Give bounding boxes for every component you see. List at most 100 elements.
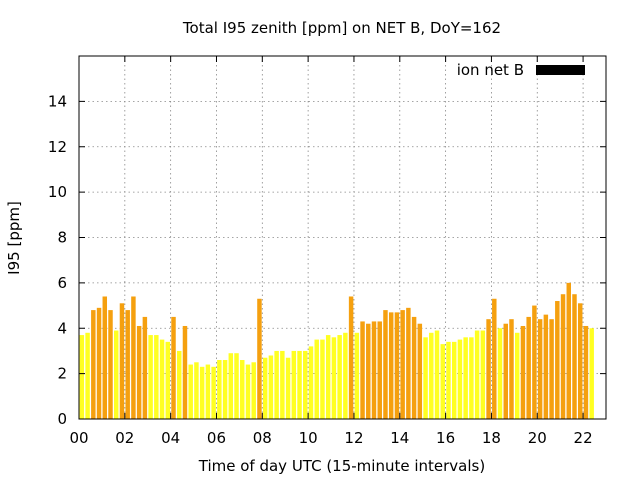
bar	[497, 328, 503, 419]
bar	[583, 325, 589, 419]
bar	[434, 330, 440, 419]
bar	[194, 362, 199, 419]
bar	[240, 360, 245, 419]
bar	[205, 364, 211, 419]
bar	[245, 364, 251, 419]
bar	[91, 310, 96, 419]
bar	[463, 337, 468, 419]
grid-lines	[79, 56, 606, 419]
bar	[102, 296, 108, 419]
bar	[114, 330, 119, 419]
bar	[125, 310, 130, 419]
y-axis-label: I95 [ppm]	[5, 201, 23, 275]
bar	[337, 335, 342, 419]
bar	[108, 310, 113, 419]
bar	[537, 319, 543, 419]
legend-label: ion net B	[457, 61, 524, 79]
x-tick-label: 02	[115, 429, 134, 447]
x-tick-label: 22	[574, 429, 593, 447]
bar	[423, 337, 428, 419]
legend-swatch	[536, 65, 585, 75]
bar	[291, 350, 297, 419]
x-tick-label: 06	[207, 429, 226, 447]
bar	[446, 341, 451, 419]
bar	[354, 332, 360, 419]
bar	[394, 312, 400, 419]
bar	[222, 360, 228, 419]
bar	[388, 312, 394, 419]
x-tick-label: 14	[390, 429, 409, 447]
bar	[411, 316, 417, 419]
bar	[331, 337, 337, 419]
bar	[480, 330, 486, 419]
bar	[285, 357, 291, 419]
x-tick-label: 04	[161, 429, 180, 447]
bar	[371, 321, 377, 419]
bar	[343, 332, 348, 419]
x-axis-label: Time of day UTC (15-minute intervals)	[198, 457, 485, 475]
bar	[503, 323, 508, 419]
bar	[555, 301, 560, 419]
y-tick-label: 4	[57, 319, 67, 337]
y-tick-label: 10	[48, 183, 67, 201]
bar	[131, 296, 136, 419]
bar	[532, 305, 537, 419]
bar	[297, 350, 302, 419]
bar	[251, 362, 256, 419]
x-tick-label: 00	[69, 429, 88, 447]
bar	[85, 332, 90, 419]
axis-ticks	[78, 56, 606, 420]
bar	[400, 310, 405, 419]
bar	[325, 335, 331, 419]
bar	[280, 350, 285, 419]
y-tick-label: 8	[57, 229, 67, 247]
bars	[79, 282, 594, 420]
bar	[274, 350, 279, 419]
bar	[177, 350, 182, 419]
bar	[217, 360, 222, 419]
bar	[262, 357, 268, 419]
bar	[360, 321, 365, 419]
bar	[182, 325, 188, 419]
x-tick-label: 12	[344, 429, 363, 447]
bar	[429, 332, 434, 419]
bar	[142, 316, 148, 419]
bar	[560, 294, 566, 419]
bar	[303, 350, 308, 419]
chart-title: Total I95 zenith [ppm] on NET B, DoY=162	[182, 19, 501, 37]
bar	[228, 353, 234, 419]
bar	[406, 307, 411, 419]
bar	[154, 335, 159, 419]
bar	[383, 310, 388, 419]
bar	[268, 355, 274, 419]
bar	[514, 332, 520, 419]
y-tick-label: 2	[57, 365, 67, 383]
x-tick-label: 16	[436, 429, 455, 447]
bar	[211, 366, 216, 419]
bar	[148, 335, 153, 419]
legend: ion net B	[457, 61, 585, 79]
bar	[257, 298, 262, 419]
x-tick-label: 18	[482, 429, 501, 447]
bar	[572, 294, 577, 419]
bar	[589, 328, 594, 419]
x-tick-label: 10	[299, 429, 318, 447]
bar	[96, 307, 102, 419]
y-tick-labels: 0 2 4 6 8 10 12 14	[48, 92, 67, 428]
bar	[526, 316, 531, 419]
bar	[509, 319, 514, 419]
y-tick-label: 12	[48, 138, 67, 156]
bar	[566, 282, 571, 420]
bar	[486, 319, 491, 419]
y-tick-label: 6	[57, 274, 67, 292]
bar	[492, 298, 497, 419]
bar	[377, 321, 382, 419]
bar	[136, 325, 142, 419]
bar	[549, 319, 554, 419]
bar	[469, 337, 474, 419]
bar	[171, 316, 176, 419]
bar	[320, 339, 325, 419]
bar	[308, 346, 314, 419]
bar	[119, 303, 125, 419]
